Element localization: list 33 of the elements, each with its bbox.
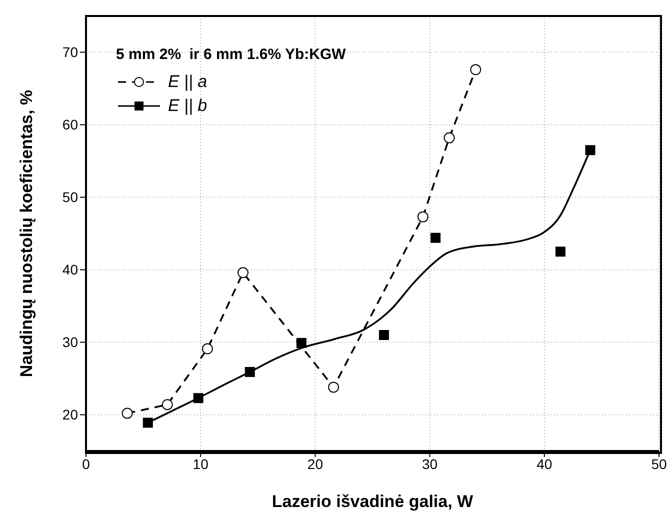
- point: [162, 399, 173, 410]
- point: [202, 343, 213, 354]
- annotation: 5 mm 2% ir 6 mm 1.6% Yb:KGW: [116, 46, 346, 63]
- x-tick-label: 30: [422, 456, 438, 472]
- point: [244, 366, 255, 377]
- point: [444, 132, 455, 144]
- point: [193, 393, 204, 404]
- y-tick-label: 40: [62, 262, 78, 278]
- point: [238, 267, 248, 278]
- point: [328, 382, 340, 393]
- y-tick-label: 20: [62, 406, 78, 423]
- y-tick-label: 30: [62, 334, 78, 350]
- x-tick-label: 40: [536, 456, 552, 472]
- x-tick-label: 20: [307, 456, 324, 472]
- legend-label: E || b: [168, 96, 208, 116]
- y-tick-label: 60: [62, 116, 78, 133]
- point: [122, 408, 133, 419]
- point: [585, 145, 596, 156]
- x-axis-title: Lazerio išvadinė galia, W: [272, 492, 474, 511]
- point: [555, 246, 566, 257]
- x-tick-label: 50: [651, 456, 667, 472]
- point: [470, 64, 482, 76]
- y-tick-label: 50: [62, 189, 78, 206]
- y-axis-title: Naudingų nuostolių koeficientas, %: [17, 90, 36, 378]
- point: [142, 418, 153, 428]
- y-tick-label: 70: [62, 44, 78, 60]
- x-tick-label: 0: [82, 456, 90, 472]
- point: [296, 338, 306, 348]
- x-tick-label: 10: [192, 456, 209, 472]
- point: [378, 330, 389, 340]
- legend-label: E || a: [168, 72, 208, 92]
- point: [430, 232, 441, 243]
- point: [417, 211, 428, 222]
